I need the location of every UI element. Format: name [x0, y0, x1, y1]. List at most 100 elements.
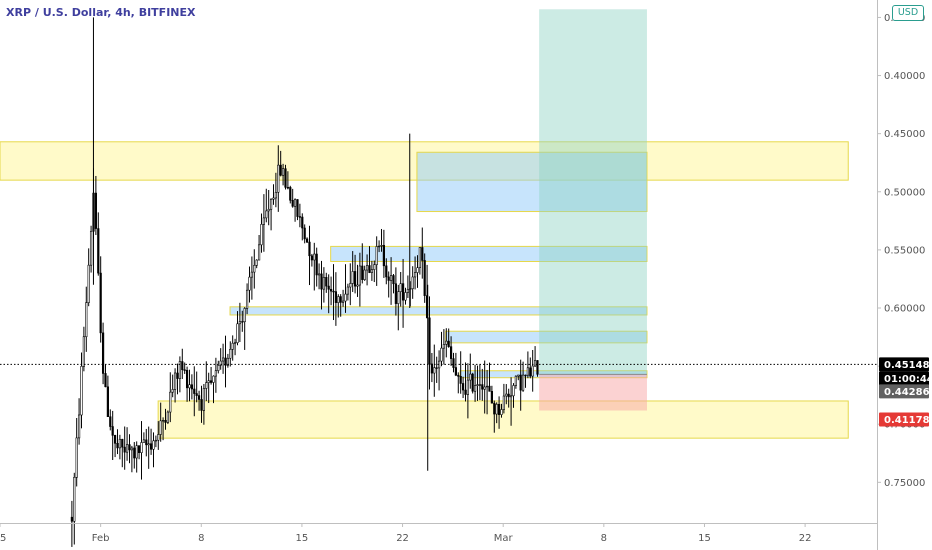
candle-body: [154, 439, 157, 442]
candle-body: [169, 391, 172, 413]
candle-body: [358, 265, 361, 286]
candle-body: [82, 336, 85, 367]
candle-body: [315, 253, 318, 276]
candle-body: [166, 411, 169, 423]
y-tick-label: 0.75000: [884, 478, 925, 489]
candle-body: [478, 384, 481, 386]
candle-body: [502, 395, 505, 410]
y-tick-label: 0.45000: [884, 129, 925, 140]
candle-body: [481, 384, 484, 390]
candle-body: [341, 300, 345, 303]
candle-body: [346, 286, 349, 295]
candle-body: [334, 291, 337, 303]
candle-body: [99, 272, 102, 334]
stop-price-label: 0.41178: [884, 415, 930, 426]
x-tick-label: 15: [296, 533, 309, 544]
blue-zone[interactable]: [445, 330, 648, 344]
candle-body: [445, 340, 448, 345]
candle-body: [485, 385, 489, 388]
candle-body: [375, 246, 378, 266]
candle-body: [200, 399, 203, 411]
blue-zone[interactable]: [416, 151, 648, 213]
candle-body: [392, 275, 395, 285]
blue-zone[interactable]: [229, 306, 648, 316]
entry-price-label-bg: [879, 384, 929, 399]
candle-body: [219, 360, 222, 366]
candle-body: [157, 434, 160, 441]
candle-body: [113, 435, 117, 444]
candle-body: [317, 273, 321, 276]
x-tick-label: 22: [396, 533, 409, 544]
stop-loss-area[interactable]: [539, 374, 647, 411]
candle-body: [349, 283, 352, 288]
candle-body: [257, 244, 261, 261]
y-tick-label: 0.50000: [884, 187, 925, 198]
x-tick-label: 15: [698, 533, 711, 544]
candle-body: [190, 384, 193, 390]
currency-button[interactable]: USD: [892, 5, 924, 21]
candle-body: [272, 197, 275, 200]
candle-body: [97, 228, 100, 274]
current-price-label: 0.45148: [884, 360, 930, 371]
candle-body: [178, 361, 181, 379]
candle-body: [293, 199, 297, 207]
candle-body: [298, 216, 301, 218]
candle-body: [87, 264, 90, 303]
candle-body: [382, 245, 385, 267]
candle-body: [128, 444, 131, 451]
candle-body: [123, 446, 126, 453]
candle-body: [459, 375, 462, 384]
candle-body: [361, 265, 364, 280]
candle-body: [85, 302, 88, 338]
candle-body: [269, 198, 273, 210]
candle-body: [442, 344, 445, 349]
candle-body: [457, 374, 460, 377]
candle-body: [471, 373, 474, 392]
candle-body: [490, 391, 493, 404]
candle-body: [514, 375, 517, 386]
candle-body: [281, 168, 285, 176]
x-tick-label: 22: [799, 533, 812, 544]
candle-body: [233, 342, 237, 344]
candle-body: [159, 420, 162, 435]
candle-body: [111, 426, 114, 436]
candle-body: [497, 403, 501, 415]
candle-body: [152, 440, 155, 450]
candle-body: [181, 361, 184, 371]
candle-body: [70, 516, 73, 522]
candle-body: [380, 245, 383, 247]
candle-body: [447, 340, 450, 347]
candle-body: [531, 365, 534, 377]
candle-body: [493, 402, 496, 415]
candle-body: [401, 283, 405, 301]
candle-body: [430, 363, 433, 374]
candle-body: [488, 385, 491, 392]
candle-body: [449, 346, 453, 359]
candle-body: [147, 443, 150, 446]
candle-body: [440, 347, 443, 362]
candle-body: [394, 283, 397, 304]
candle-body: [526, 367, 529, 376]
profit-target-area[interactable]: [539, 9, 647, 375]
candle-body: [296, 199, 299, 217]
candle-body: [329, 288, 333, 292]
candle-body: [80, 366, 83, 416]
candle-body: [197, 395, 201, 400]
candle-body: [289, 187, 292, 201]
stop-price-label-bg: [879, 412, 929, 427]
candle-body: [301, 216, 304, 229]
candle-body: [130, 447, 133, 451]
candle-body: [226, 357, 229, 366]
candle-body: [476, 384, 479, 386]
candle-body: [89, 230, 93, 266]
countdown-label-bg: [879, 371, 929, 386]
candle-body: [397, 291, 400, 304]
candle-body: [75, 437, 78, 478]
x-tick-label: 25: [0, 533, 6, 544]
candle-body: [229, 348, 232, 359]
candle-body: [245, 289, 249, 309]
currency-label: USD: [897, 7, 919, 18]
candle-body: [104, 373, 107, 388]
